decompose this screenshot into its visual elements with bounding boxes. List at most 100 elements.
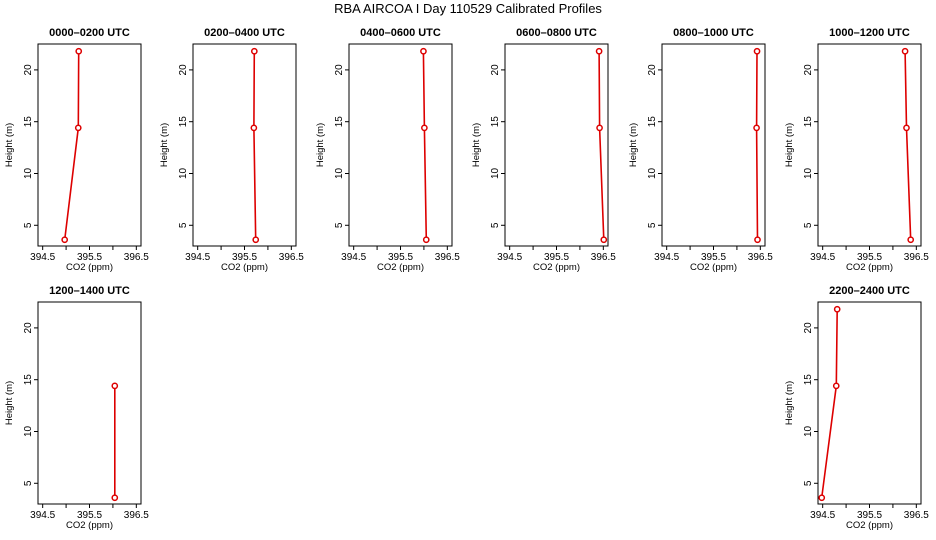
x-tick-label: 395.5 bbox=[857, 252, 882, 263]
y-axis-label: Height (m) bbox=[628, 123, 639, 167]
y-tick-label: 20 bbox=[803, 322, 814, 334]
x-axis-label: CO2 (ppm) bbox=[533, 262, 580, 273]
y-axis-label: Height (m) bbox=[315, 123, 326, 167]
data-point bbox=[818, 494, 826, 502]
y-tick-label: 20 bbox=[803, 64, 814, 76]
y-tick-label: 5 bbox=[23, 480, 34, 486]
figure-title: RBA AIRCOA I Day 110529 Calibrated Profi… bbox=[334, 1, 602, 16]
x-axis-label: CO2 (ppm) bbox=[846, 262, 893, 273]
x-tick-label: 394.5 bbox=[654, 252, 679, 263]
x-tick-label: 395.5 bbox=[232, 252, 257, 263]
y-tick-label: 10 bbox=[647, 167, 658, 179]
y-axis-label: Height (m) bbox=[4, 381, 15, 425]
data-point bbox=[753, 124, 760, 132]
x-tick-label: 396.5 bbox=[904, 510, 929, 521]
y-tick-label: 5 bbox=[23, 222, 34, 228]
y-tick-label: 10 bbox=[803, 167, 814, 179]
y-tick-label: 15 bbox=[23, 116, 34, 128]
x-tick-label: 396.5 bbox=[904, 252, 929, 263]
y-tick-label: 10 bbox=[23, 167, 34, 179]
x-tick-label: 394.5 bbox=[810, 510, 835, 521]
data-point bbox=[754, 236, 761, 244]
data-point bbox=[111, 494, 119, 502]
y-tick-label: 10 bbox=[334, 167, 345, 179]
panel-1: 0000–0200 UTC 394.5 395.5 396.5 5 10 15 20 CO2 (… bbox=[4, 27, 149, 273]
panel-5: 0800–1000 UTC 394.5 395.5 396.5 5 10 15 20 CO2 (… bbox=[628, 27, 773, 273]
data-point bbox=[421, 124, 428, 132]
data-point bbox=[901, 47, 909, 55]
data-point bbox=[907, 236, 915, 244]
data-point bbox=[595, 47, 603, 55]
data-point bbox=[75, 47, 83, 55]
y-tick-label: 15 bbox=[23, 374, 34, 386]
x-tick-label: 395.5 bbox=[77, 252, 102, 263]
y-axis-label: Height (m) bbox=[784, 123, 795, 167]
panel-title: 1000–1200 UTC bbox=[829, 27, 910, 39]
panel-title: 1200–1400 UTC bbox=[49, 285, 130, 297]
y-tick-label: 10 bbox=[490, 167, 501, 179]
data-point bbox=[833, 305, 841, 313]
x-tick-label: 394.5 bbox=[30, 510, 55, 521]
data-point bbox=[600, 236, 608, 244]
y-tick-label: 15 bbox=[803, 116, 814, 128]
y-axis-label: Height (m) bbox=[471, 123, 482, 167]
y-tick-label: 5 bbox=[178, 222, 189, 228]
y-tick-label: 5 bbox=[803, 222, 814, 228]
y-tick-label: 5 bbox=[490, 222, 501, 228]
data-point bbox=[61, 236, 69, 244]
data-point bbox=[753, 47, 761, 55]
x-axis-label: CO2 (ppm) bbox=[66, 520, 113, 531]
y-tick-label: 10 bbox=[178, 167, 189, 179]
data-point bbox=[903, 124, 910, 132]
y-axis-label: Height (m) bbox=[4, 123, 15, 167]
y-tick-label: 20 bbox=[647, 64, 658, 76]
x-axis-label: CO2 (ppm) bbox=[690, 262, 737, 273]
y-tick-label: 15 bbox=[647, 116, 658, 128]
panel-title: 0400–0600 UTC bbox=[360, 27, 441, 39]
x-tick-label: 394.5 bbox=[185, 252, 210, 263]
panel-title: 2200–2400 UTC bbox=[829, 285, 910, 297]
y-tick-label: 15 bbox=[334, 116, 345, 128]
x-tick-label: 395.5 bbox=[544, 252, 569, 263]
y-tick-label: 20 bbox=[334, 64, 345, 76]
y-tick-label: 10 bbox=[23, 425, 34, 437]
y-tick-label: 20 bbox=[178, 64, 189, 76]
x-tick-label: 396.5 bbox=[435, 252, 460, 263]
x-tick-label: 395.5 bbox=[857, 510, 882, 521]
panel-title: 0000–0200 UTC bbox=[49, 27, 130, 39]
x-tick-label: 394.5 bbox=[30, 252, 55, 263]
y-tick-label: 15 bbox=[490, 116, 501, 128]
x-tick-label: 396.5 bbox=[124, 510, 149, 521]
data-point bbox=[252, 236, 260, 244]
y-tick-label: 5 bbox=[334, 222, 345, 228]
data-point bbox=[422, 236, 430, 244]
x-tick-label: 396.5 bbox=[124, 252, 149, 263]
panel-title: 0200–0400 UTC bbox=[204, 27, 285, 39]
x-tick-label: 394.5 bbox=[341, 252, 366, 263]
data-point bbox=[420, 47, 427, 55]
y-tick-label: 20 bbox=[23, 64, 34, 76]
y-axis-label: Height (m) bbox=[159, 123, 170, 167]
y-tick-label: 5 bbox=[803, 480, 814, 486]
y-tick-label: 20 bbox=[23, 322, 34, 334]
x-axis-label: CO2 (ppm) bbox=[846, 520, 893, 531]
panel-2: 0200–0400 UTC 394.5 395.5 396.5 5 10 15 20 CO2 (… bbox=[159, 27, 304, 273]
x-tick-label: 396.5 bbox=[748, 252, 773, 263]
y-tick-label: 20 bbox=[490, 64, 501, 76]
panel-4: 0600–0800 UTC 394.5 395.5 396.5 5 10 15 20 CO2 (… bbox=[471, 27, 616, 273]
x-axis-label: CO2 (ppm) bbox=[66, 262, 113, 273]
panel-6: 1000–1200 UTC 394.5 395.5 396.5 5 10 15 20 CO2 (… bbox=[784, 27, 929, 273]
x-tick-label: 396.5 bbox=[279, 252, 304, 263]
data-point bbox=[74, 124, 82, 132]
panel-title: 0800–1000 UTC bbox=[673, 27, 754, 39]
y-tick-label: 10 bbox=[803, 425, 814, 437]
data-point bbox=[832, 382, 840, 390]
x-tick-label: 394.5 bbox=[810, 252, 835, 263]
x-tick-label: 395.5 bbox=[77, 510, 102, 521]
x-tick-label: 395.5 bbox=[388, 252, 413, 263]
panel-3: 0400–0600 UTC 394.5 395.5 396.5 5 10 15 20 CO2 (… bbox=[315, 27, 460, 273]
panel-7: 1200–1400 UTC 394.5 395.5 396.5 5 10 15 20 CO2 (… bbox=[4, 285, 149, 531]
panels: 0000–0200 UTC 394.5 395.5 396.5 5 10 15 20 CO2 (… bbox=[4, 27, 929, 531]
